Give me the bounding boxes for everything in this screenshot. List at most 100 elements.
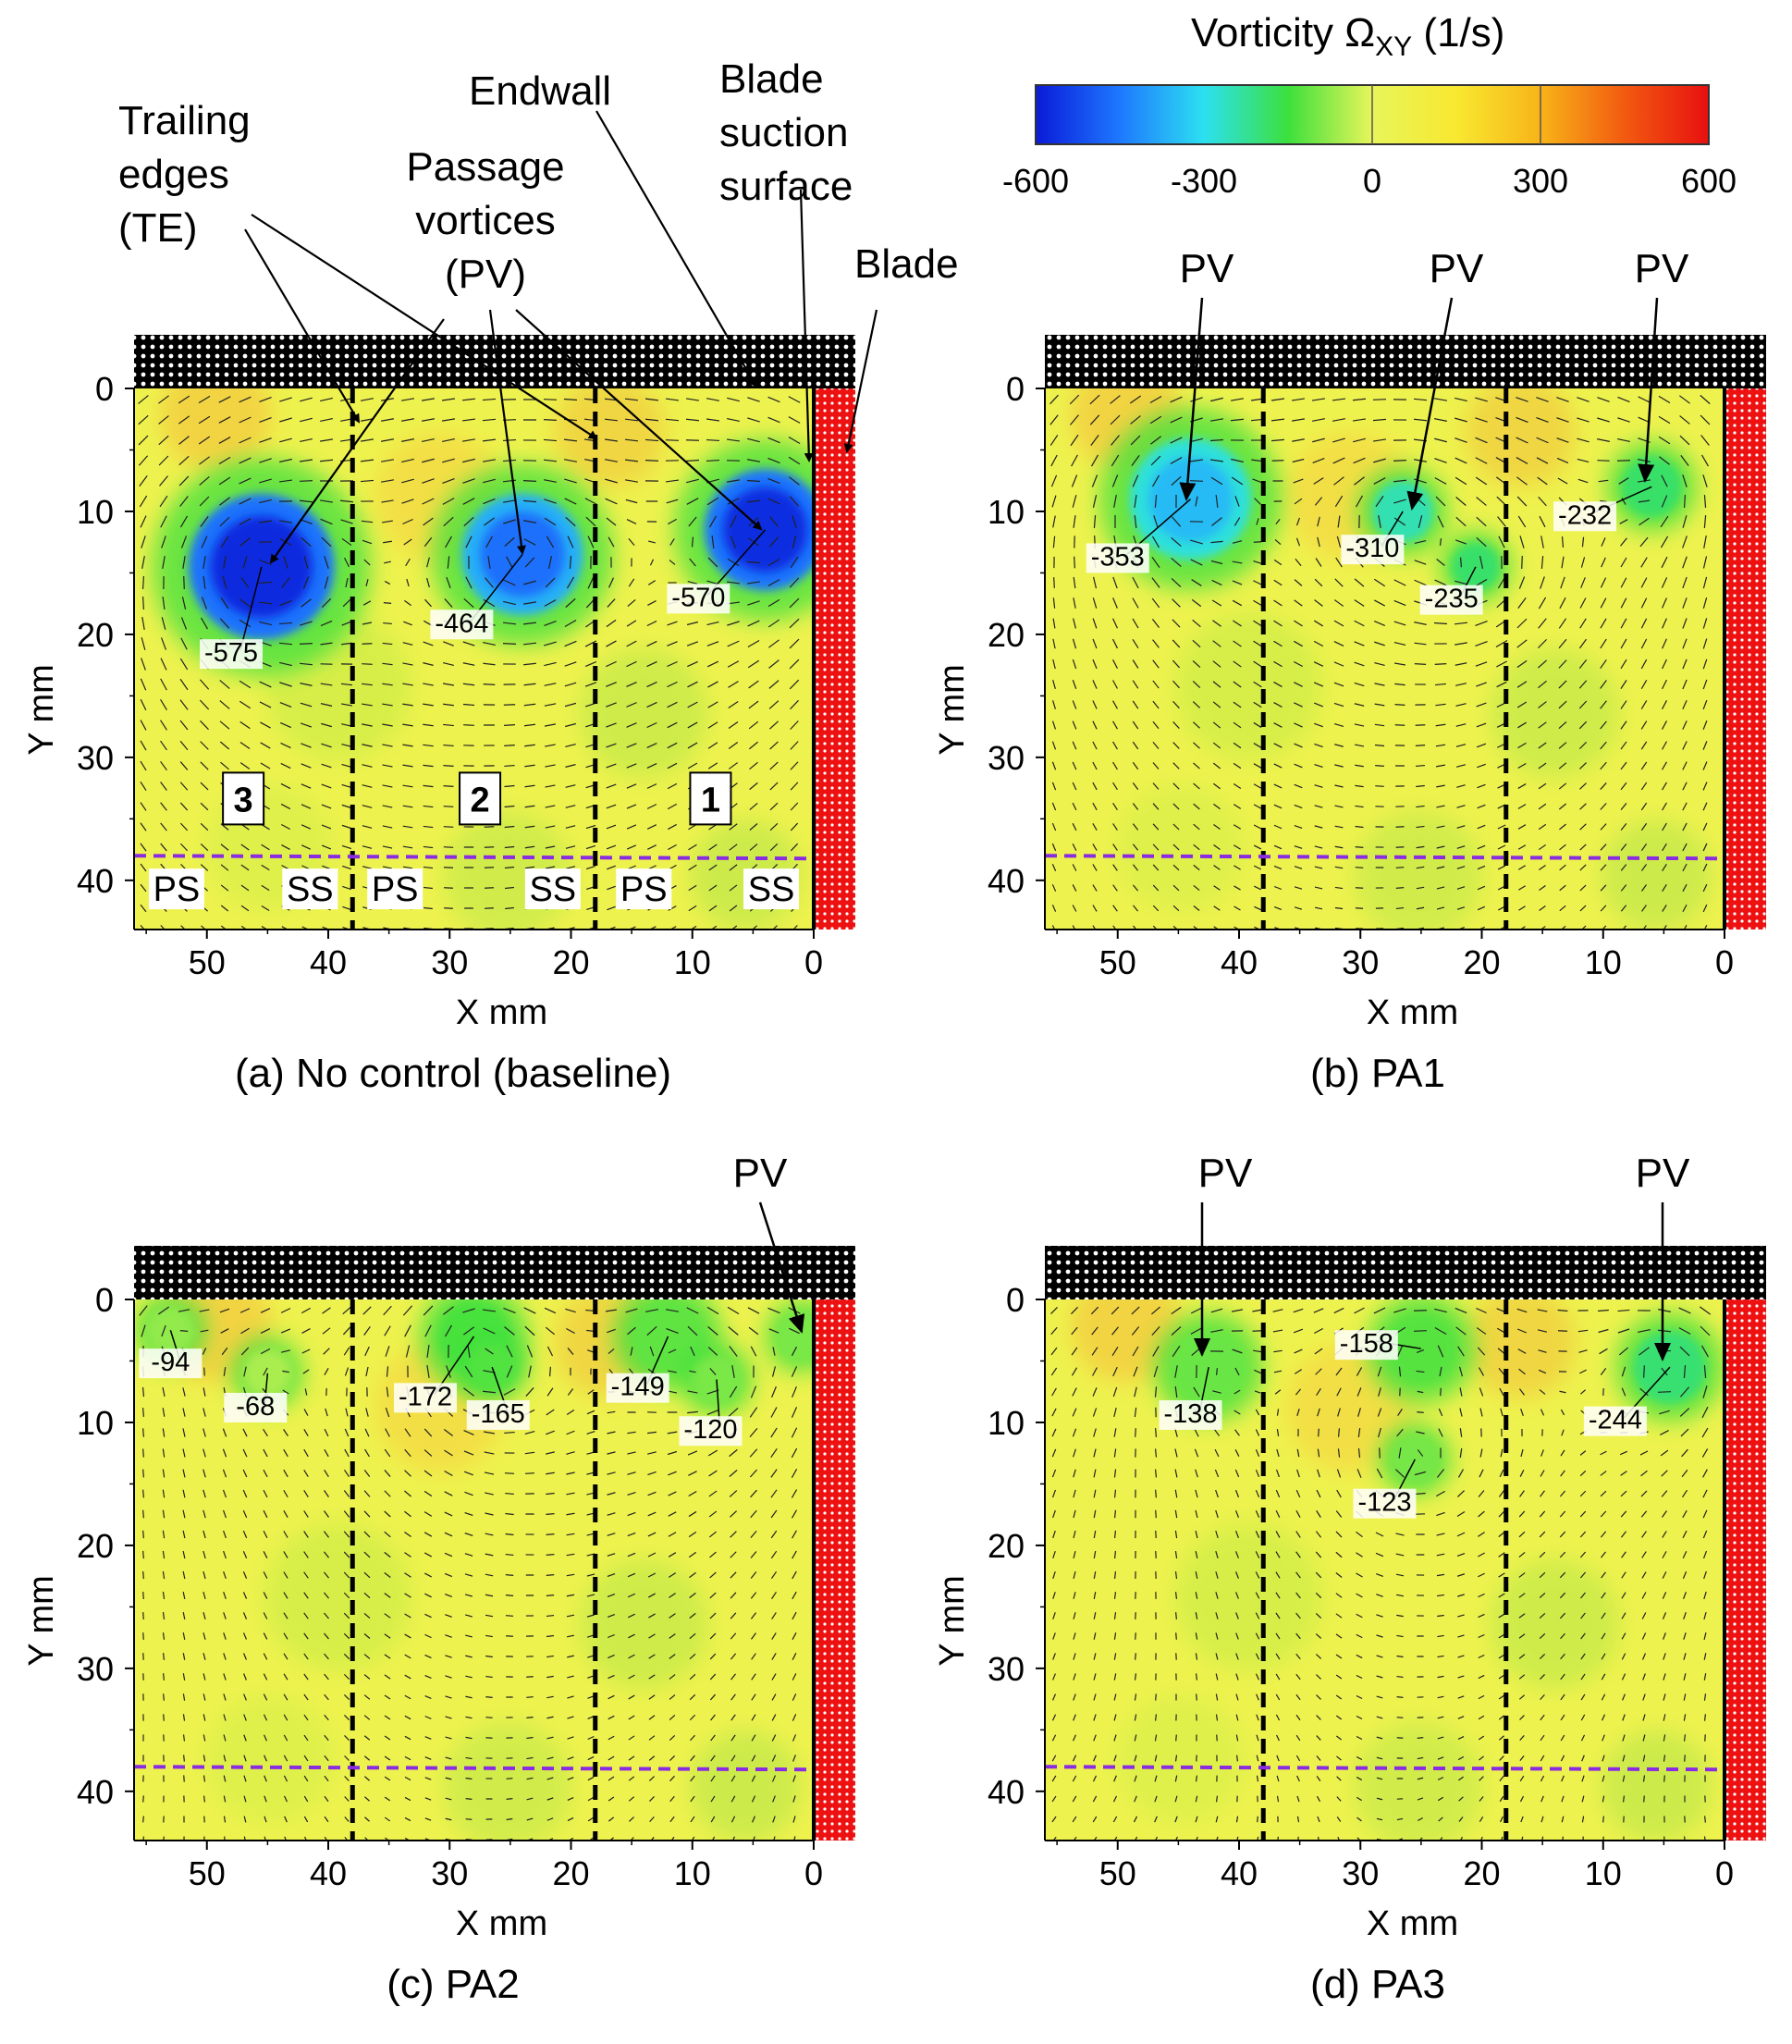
velocity-vector bbox=[1051, 1387, 1057, 1397]
velocity-vector bbox=[1640, 761, 1648, 770]
velocity-vector bbox=[219, 1308, 230, 1313]
velocity-vector bbox=[465, 1634, 473, 1638]
velocity-vector bbox=[648, 1715, 656, 1720]
velocity-vector bbox=[384, 1755, 391, 1761]
velocity-vector bbox=[1478, 1552, 1485, 1558]
velocity-vector bbox=[1112, 720, 1118, 730]
velocity-vector bbox=[1658, 1309, 1671, 1312]
velocity-vector bbox=[1517, 865, 1527, 870]
velocity-vector bbox=[404, 1510, 411, 1518]
velocity-vector bbox=[1581, 536, 1585, 548]
velocity-vector bbox=[1154, 494, 1158, 509]
velocity-vector bbox=[1174, 1571, 1178, 1579]
y-tick-label: 10 bbox=[988, 493, 1025, 531]
velocity-vector bbox=[1413, 398, 1428, 401]
velocity-vector bbox=[1538, 1369, 1547, 1374]
velocity-vector bbox=[1641, 1551, 1647, 1558]
velocity-vector bbox=[482, 418, 497, 422]
velocity-vector bbox=[608, 1654, 615, 1659]
velocity-vector bbox=[1394, 662, 1405, 666]
velocity-vector bbox=[1440, 1387, 1442, 1397]
velocity-vector bbox=[1233, 701, 1242, 708]
velocity-vector bbox=[1518, 576, 1526, 589]
velocity-vector bbox=[1455, 516, 1467, 527]
velocity-vector bbox=[365, 579, 369, 586]
velocity-vector bbox=[1149, 395, 1162, 404]
velocity-vector bbox=[1193, 803, 1200, 810]
velocity-vector bbox=[263, 1428, 268, 1437]
velocity-vector bbox=[1457, 1736, 1465, 1740]
velocity-vector bbox=[303, 1673, 309, 1681]
velocity-vector bbox=[1233, 681, 1242, 688]
velocity-vector bbox=[1641, 1531, 1647, 1538]
velocity-vector bbox=[1662, 761, 1667, 770]
velocity-vector bbox=[239, 457, 252, 464]
velocity-vector bbox=[1436, 906, 1445, 910]
velocity-vector bbox=[1355, 764, 1364, 768]
velocity-vector bbox=[1478, 1694, 1485, 1700]
velocity-vector bbox=[223, 1775, 227, 1782]
velocity-vector bbox=[772, 1347, 776, 1356]
velocity-vector bbox=[1662, 720, 1667, 730]
velocity-vector bbox=[302, 576, 310, 589]
velocity-vector bbox=[1616, 460, 1631, 462]
velocity-vector bbox=[730, 1816, 736, 1823]
velocity-vector bbox=[1413, 418, 1428, 422]
velocity-vector bbox=[1294, 498, 1303, 505]
velocity-vector bbox=[504, 1326, 515, 1336]
velocity-vector bbox=[1617, 438, 1630, 442]
velocity-vector bbox=[506, 1365, 513, 1378]
velocity-vector bbox=[1073, 1448, 1076, 1458]
velocity-vector bbox=[665, 439, 680, 441]
velocity-vector bbox=[608, 1735, 615, 1741]
velocity-vector bbox=[1314, 497, 1323, 506]
velocity-vector bbox=[1275, 1531, 1281, 1538]
velocity-vector bbox=[362, 845, 373, 849]
velocity-vector bbox=[1356, 1816, 1362, 1822]
velocity-vector bbox=[1641, 884, 1647, 892]
velocity-vector bbox=[687, 1390, 698, 1394]
velocity-vector bbox=[1601, 1612, 1606, 1619]
velocity-vector bbox=[792, 1816, 796, 1823]
velocity-vector bbox=[467, 1344, 471, 1359]
velocity-vector bbox=[1354, 682, 1365, 687]
velocity-vector bbox=[1195, 1632, 1198, 1640]
velocity-vector bbox=[1354, 661, 1365, 667]
velocity-vector bbox=[484, 1451, 495, 1455]
velocity-vector bbox=[1417, 1449, 1424, 1457]
velocity-vector bbox=[1154, 1795, 1158, 1803]
velocity-vector bbox=[423, 866, 434, 869]
velocity-vector bbox=[626, 702, 637, 708]
velocity-vector bbox=[343, 1531, 350, 1538]
velocity-vector bbox=[710, 1714, 716, 1721]
velocity-vector bbox=[1192, 681, 1201, 688]
velocity-vector bbox=[707, 1449, 718, 1457]
velocity-vector bbox=[1662, 884, 1667, 892]
velocity-vector bbox=[1581, 1795, 1585, 1803]
velocity-vector bbox=[162, 596, 166, 610]
velocity-vector bbox=[525, 1387, 534, 1397]
vorticity-value-label: -232 bbox=[1558, 500, 1612, 530]
velocity-vector bbox=[565, 1308, 576, 1313]
velocity-vector bbox=[1336, 1755, 1342, 1761]
velocity-vector bbox=[1210, 560, 1223, 565]
velocity-vector bbox=[1516, 1328, 1528, 1334]
velocity-vector bbox=[1112, 905, 1118, 912]
velocity-vector bbox=[504, 1431, 515, 1434]
velocity-vector bbox=[1295, 1755, 1301, 1762]
velocity-vector bbox=[301, 783, 312, 789]
velocity-vector bbox=[1641, 1592, 1647, 1599]
velocity-vector bbox=[1439, 538, 1442, 546]
blade-row-dashed-line bbox=[133, 1765, 815, 1772]
velocity-vector bbox=[688, 884, 697, 892]
velocity-vector bbox=[564, 619, 577, 628]
velocity-vector bbox=[543, 438, 558, 442]
velocity-vector bbox=[182, 1612, 186, 1619]
velocity-vector bbox=[324, 1428, 329, 1437]
velocity-vector bbox=[1702, 1550, 1708, 1559]
velocity-vector bbox=[1314, 722, 1323, 728]
velocity-vector bbox=[1640, 700, 1648, 709]
velocity-vector bbox=[768, 659, 779, 669]
velocity-vector bbox=[627, 1431, 636, 1434]
velocity-vector bbox=[1700, 394, 1711, 405]
